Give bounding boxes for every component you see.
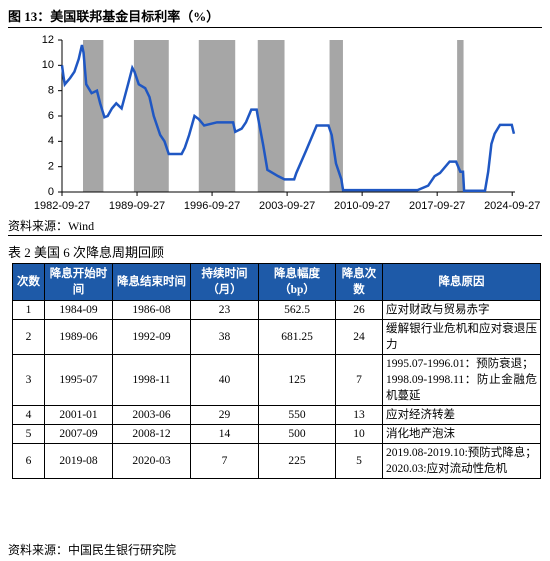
table-cell: 4 (12, 405, 45, 425)
header-cell: 降息幅度（bp） (258, 263, 336, 301)
cause-text: 2020.03:应对流动性危机 (386, 463, 508, 475)
table-cell: 40 (190, 354, 259, 406)
table-cell: 3 (12, 354, 45, 406)
table-cell: 1998-11 (112, 354, 191, 406)
y-tick-label: 0 (48, 186, 54, 198)
table-caption: 表 2 美国 6 次降息周期回顾 (8, 245, 165, 260)
cause-text: 应对财政与贸易赤字 (386, 304, 490, 316)
table-cell: 2007-09 (44, 424, 113, 444)
table-cell: 24 (335, 319, 383, 355)
x-tick-label: 2010-09-27 (334, 200, 390, 212)
table: 次数 降息开始时间 降息结束时间 持续时间（月） 降息幅度（bp） 降息次数 降息原因 1 19… (12, 263, 541, 479)
x-tick-label: 2017-09-27 (409, 200, 465, 212)
y-tick-label: 6 (48, 110, 54, 122)
x-tick-label: 2024-09-27 (484, 200, 540, 212)
table-cell: 2 (12, 319, 45, 355)
table-row: 6 2019-08 2020-03 7 225 5 2019.08-2019.10:预防式降… (12, 443, 541, 479)
header-cell: 降息结束时间 (112, 263, 191, 301)
table-cell: 562.5 (258, 300, 336, 320)
rate-cut-band (83, 40, 104, 192)
table-cell: 2003-06 (112, 405, 191, 425)
table-row: 5 2007-09 2008-12 14 500 10 消化地产泡沫 (12, 424, 541, 444)
table-cell: 5 (335, 443, 383, 479)
table-cell: 2020-03 (112, 443, 191, 479)
rate-cut-band (329, 40, 343, 192)
table-cell: 125 (258, 354, 336, 406)
table-cell: 550 (258, 405, 336, 425)
chart: 0 2 4 6 8 10 12 1982-09-27 1989-09-27 1996-09-27 2… (34, 34, 540, 212)
header-cell: 次数 (12, 263, 45, 301)
table-cell: 29 (190, 405, 259, 425)
table-cell: 23 (190, 300, 259, 320)
rule (8, 235, 542, 236)
cause-text: 1995.07-1996.01：预防衰退； (386, 358, 534, 370)
chart-source: 资料来源：Wind (8, 219, 95, 233)
table-cell: 1989-06 (44, 319, 113, 355)
table-cell: 5 (12, 424, 45, 444)
rate-cut-band (257, 40, 285, 192)
cause-cell: 应对财政与贸易赤字 (382, 300, 541, 320)
table-cell: 1995-07 (44, 354, 113, 406)
cause-text: 缓解银行业危机和应对衰退压力 (386, 323, 537, 351)
cause-text: 消化地产泡沫 (386, 428, 455, 440)
table-cell: 2008-12 (112, 424, 191, 444)
y-tick-label: 12 (42, 34, 54, 46)
table-cell: 7 (335, 354, 383, 406)
table-cell: 1986-08 (112, 300, 191, 320)
table-cell: 14 (190, 424, 259, 444)
y-tick-label: 8 (48, 85, 54, 97)
cause-text: 1998.09-1998.11：防止金融危机蔓延 (386, 374, 537, 402)
cause-cell: 1995.07-1996.01：预防衰退； 1998.09-1998.11：防止金… (382, 354, 541, 406)
table-cell: 10 (335, 424, 383, 444)
table-cell: 500 (258, 424, 336, 444)
header-cell: 降息开始时间 (44, 263, 113, 301)
header-cell: 降息次数 (335, 263, 383, 301)
x-tick-label: 1996-09-27 (184, 200, 240, 212)
table-cell: 1992-09 (112, 319, 191, 355)
cause-cell: 消化地产泡沫 (382, 424, 541, 444)
x-tick-label: 2003-09-27 (259, 200, 315, 212)
table-cell: 225 (258, 443, 336, 479)
x-tick-label: 1982-09-27 (34, 200, 90, 212)
table-cell: 1984-09 (44, 300, 113, 320)
table-row: 4 2001-01 2003-06 29 550 13 应对经济转差 (12, 405, 541, 425)
cause-text: 应对经济转差 (386, 409, 455, 421)
table-source: 资料来源：中国民生银行研究院 (8, 543, 177, 557)
table-row: 2 1989-06 1992-09 38 681.25 24 缓解银行业危机和应对衰退压力 (12, 319, 541, 355)
table-cell: 2001-01 (44, 405, 113, 425)
x-tick-label: 1989-09-27 (109, 200, 165, 212)
table-row: 3 1995-07 1998-11 40 125 7 1995.07-1996.01：预防衰… (12, 354, 541, 406)
table-cell: 26 (335, 300, 383, 320)
y-tick-label: 10 (42, 59, 54, 71)
table-cell: 681.25 (258, 319, 336, 355)
rate-cut-band (133, 40, 169, 192)
table-row: 1 1984-09 1986-08 23 562.5 26 应对财政与贸易赤字 (12, 300, 541, 320)
header-cell: 降息原因 (382, 263, 541, 301)
table-cell: 1 (12, 300, 45, 320)
figure-title: 图 13：美国联邦基金目标利率（%） (8, 9, 220, 24)
rate-cut-band (457, 40, 464, 192)
y-tick-label: 4 (48, 135, 54, 147)
cause-cell: 应对经济转差 (382, 405, 541, 425)
table-cell: 38 (190, 319, 259, 355)
y-tick-label: 2 (48, 161, 54, 173)
cause-cell: 缓解银行业危机和应对衰退压力 (382, 319, 541, 355)
cause-cell: 2019.08-2019.10:预防式降息； 2020.03:应对流动性危机 (382, 443, 541, 479)
rate-cut-band (198, 40, 236, 192)
table-cell: 13 (335, 405, 383, 425)
table-cell: 7 (190, 443, 259, 479)
table-cell: 6 (12, 443, 45, 479)
table-cell: 2019-08 (44, 443, 113, 479)
rate-line (60, 44, 516, 192)
cause-text: 2019.08-2019.10:预防式降息； (386, 447, 537, 459)
header-cell: 持续时间（月） (190, 263, 259, 301)
rule (8, 27, 542, 28)
